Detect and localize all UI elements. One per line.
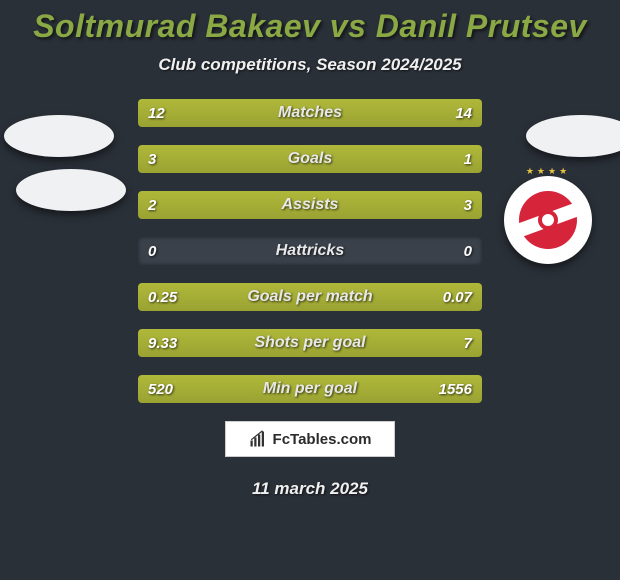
bar-value-left: 12 <box>148 99 165 127</box>
spartak-badge-icon <box>519 191 577 249</box>
bar-value-left: 9.33 <box>148 329 177 357</box>
player1-crest-icon <box>4 115 114 157</box>
player2-crest-icon: ★★★★ <box>504 176 592 264</box>
crest-stars-icon: ★★★★ <box>504 166 592 177</box>
bar-row: Min per goal520 1556 <box>138 375 482 403</box>
page-title: Soltmurad Bakaev vs Danil Prutsev <box>0 0 620 45</box>
subtitle: Club competitions, Season 2024/2025 <box>0 55 620 75</box>
bar-row: Matches12 14 <box>138 99 482 127</box>
chart-icon <box>249 430 267 448</box>
bar-value-right: 1 <box>464 145 472 173</box>
bar-value-right: 7 <box>464 329 472 357</box>
bar-row: Assists2 3 <box>138 191 482 219</box>
bar-label: Goals <box>138 145 482 173</box>
bar-value-right: 14 <box>455 99 472 127</box>
bar-label: Min per goal <box>138 375 482 403</box>
bar-row: Goals per match0.25 0.07 <box>138 283 482 311</box>
bar-row: Hattricks0 0 <box>138 237 482 265</box>
bar-label: Shots per goal <box>138 329 482 357</box>
source-label: FcTables.com <box>273 431 372 448</box>
bar-value-right: 1556 <box>439 375 472 403</box>
bar-value-left: 520 <box>148 375 173 403</box>
bar-label: Hattricks <box>138 237 482 265</box>
player2-crest-secondary-icon <box>526 115 620 157</box>
player1-crest-secondary-icon <box>16 169 126 211</box>
source-badge[interactable]: FcTables.com <box>225 421 395 457</box>
bar-value-right: 3 <box>464 191 472 219</box>
comparison-chart: Matches1214Goals31Assists23Hattricks00Go… <box>138 99 482 403</box>
bar-row: Shots per goal9.33 7 <box>138 329 482 357</box>
bar-value-right: 0.07 <box>443 283 472 311</box>
bar-value-left: 3 <box>148 145 156 173</box>
bar-label: Goals per match <box>138 283 482 311</box>
bar-value-left: 0.25 <box>148 283 177 311</box>
bar-label: Matches <box>138 99 482 127</box>
date-label: 11 march 2025 <box>0 479 620 499</box>
bar-value-left: 2 <box>148 191 156 219</box>
bar-value-left: 0 <box>148 237 156 265</box>
bar-value-right: 0 <box>464 237 472 265</box>
bar-label: Assists <box>138 191 482 219</box>
bar-row: Goals3 1 <box>138 145 482 173</box>
